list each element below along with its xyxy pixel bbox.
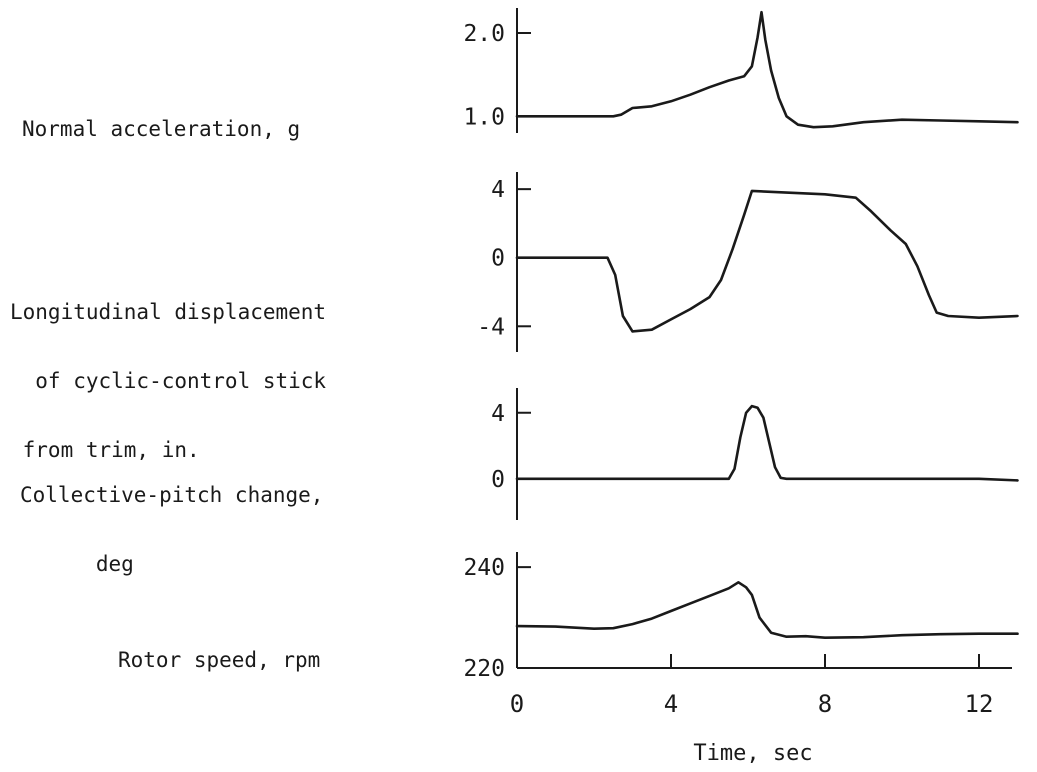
panel-3-ytick-label-2: 4	[491, 401, 505, 427]
x-axis-title: Time, sec	[693, 741, 812, 766]
panel-2-ytick-label-2: 0	[491, 246, 505, 272]
panel-2-label: Longitudinal displacement of cyclic-cont…	[10, 255, 326, 508]
time-tick-label-3: 8	[818, 690, 832, 718]
panel-2-ytick-label-1: -4	[477, 314, 505, 340]
panel-2-trace	[515, 189, 1019, 333]
panel-4-label: Rotor speed, rpm	[118, 603, 320, 718]
panel-3-trace	[515, 404, 1019, 482]
time-tick-label-4: 12	[965, 690, 994, 718]
panel-3-label: Collective-pitch change, deg	[20, 438, 323, 622]
panel-2-label-line-1: Longitudinal displacement	[10, 300, 327, 324]
panel-3-label-line-1: Collective-pitch change,	[20, 483, 324, 507]
time-tick-label-1: 0	[510, 690, 524, 718]
panel-4-ytick-label-2: 240	[463, 555, 505, 581]
panel-3-label-line-2: deg	[20, 552, 134, 576]
panel-2-label-line-3: from trim, in.	[10, 438, 200, 462]
panel-1-ytick-label-1: 1.0	[463, 104, 505, 130]
panel-4-ytick-label-1: 220	[463, 656, 505, 682]
panel-1-label: Normal acceleration, g	[22, 72, 300, 187]
panel-1-label-line-1: Normal acceleration, g	[22, 117, 301, 141]
panel-2-label-line-2: of cyclic-control stick	[10, 369, 327, 393]
panel-1-ytick-label-2: 2.0	[463, 21, 505, 47]
panel-1-trace	[515, 10, 1019, 129]
time-tick-label-2: 4	[664, 690, 678, 718]
panel-4-trace	[515, 581, 1019, 639]
panel-3-ytick-label-1: 0	[491, 467, 505, 493]
panel-2-ytick-label-3: 4	[491, 177, 505, 203]
panel-4-label-line-1: Rotor speed, rpm	[118, 648, 321, 672]
